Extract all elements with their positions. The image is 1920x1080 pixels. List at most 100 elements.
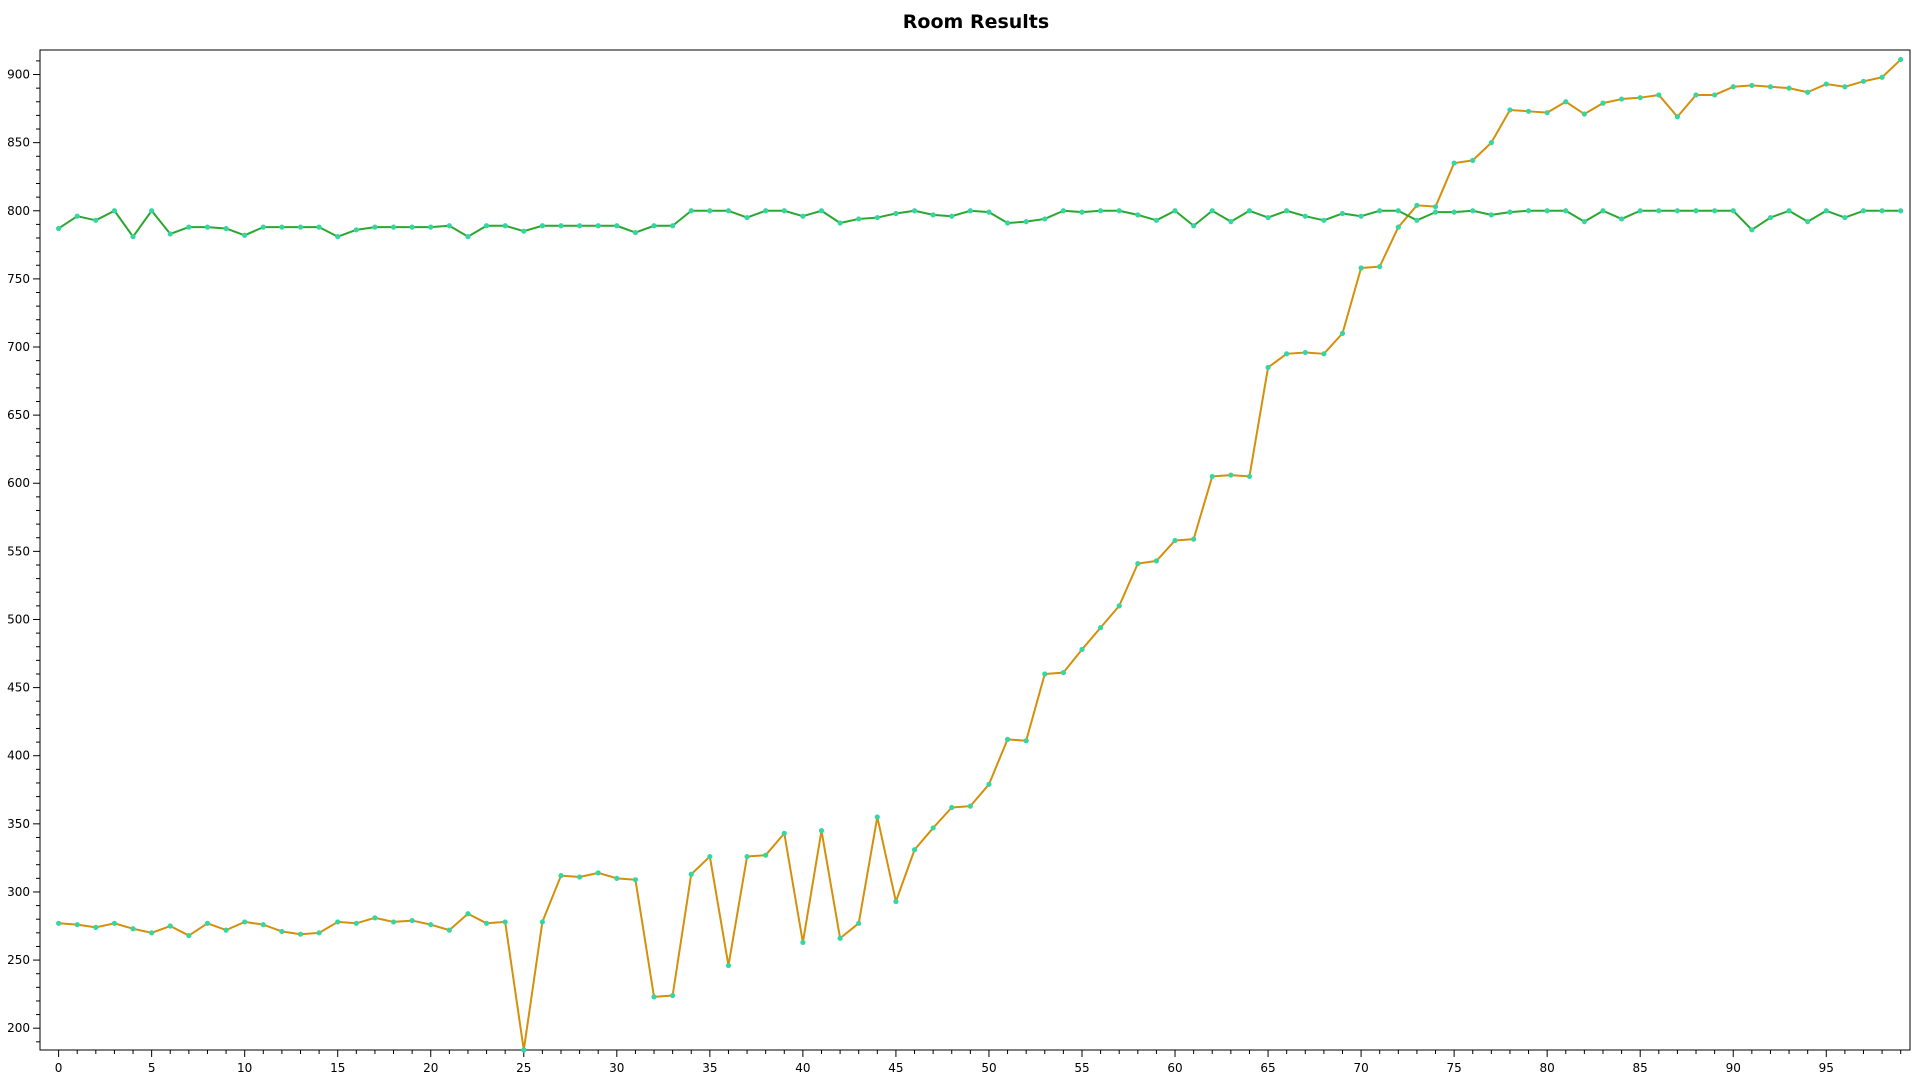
x-tick-label: 45 <box>888 1061 903 1075</box>
data-point <box>1451 209 1457 215</box>
y-tick-label: 550 <box>7 544 30 558</box>
y-tick-label: 500 <box>7 612 30 626</box>
data-point <box>446 223 452 229</box>
data-point <box>651 223 657 229</box>
data-point <box>911 208 918 214</box>
data-point <box>74 922 80 928</box>
x-tick-label: 10 <box>237 1061 252 1075</box>
x-tick-label: 40 <box>795 1061 810 1075</box>
data-point <box>614 875 620 881</box>
data-point <box>1842 214 1848 221</box>
data-point <box>316 930 322 936</box>
data-point <box>1246 208 1253 214</box>
data-point <box>93 924 99 930</box>
data-point <box>614 223 620 229</box>
x-tick-label: 70 <box>1353 1061 1368 1075</box>
data-point <box>1042 216 1048 222</box>
data-point <box>856 920 862 926</box>
x-tick-label: 95 <box>1819 1061 1834 1075</box>
series-layer <box>56 56 1904 1053</box>
data-point <box>1060 670 1066 676</box>
series-line <box>58 58 1902 1051</box>
data-point <box>167 923 173 929</box>
data-point <box>1042 671 1048 677</box>
data-point <box>521 1047 527 1053</box>
y-tick-label: 300 <box>7 885 30 899</box>
data-point <box>1507 107 1513 113</box>
data-point <box>1712 92 1718 98</box>
series-line <box>58 209 1901 238</box>
data-point <box>1265 214 1271 221</box>
data-point <box>707 208 713 214</box>
data-point <box>1414 217 1420 223</box>
data-point <box>1377 264 1383 270</box>
data-point <box>1767 84 1774 90</box>
data-point <box>1805 89 1811 95</box>
data-point <box>1749 82 1755 89</box>
data-point <box>1767 214 1774 221</box>
data-point <box>1097 625 1104 631</box>
data-point <box>1712 208 1718 214</box>
data-point <box>930 825 936 831</box>
x-tick-label: 65 <box>1260 1061 1275 1075</box>
data-point <box>1823 81 1829 87</box>
y-tick-label: 450 <box>7 681 30 695</box>
data-point <box>1228 472 1234 478</box>
data-point <box>521 228 527 234</box>
data-point <box>1172 537 1178 544</box>
data-point <box>1209 473 1215 480</box>
data-point <box>1581 111 1587 117</box>
data-point <box>1358 213 1364 219</box>
y-tick-label: 400 <box>7 749 30 763</box>
data-point <box>986 781 992 787</box>
x-tick-label: 15 <box>330 1061 345 1075</box>
data-point <box>744 214 750 221</box>
data-point <box>1246 473 1253 480</box>
data-point <box>837 220 843 226</box>
data-point <box>1339 210 1346 217</box>
data-point <box>1563 208 1569 214</box>
data-point <box>1674 208 1681 214</box>
data-point <box>1079 646 1085 653</box>
data-point <box>1023 219 1029 225</box>
data-point <box>837 935 843 941</box>
data-point <box>428 224 434 230</box>
data-point <box>335 919 341 925</box>
data-point <box>409 224 415 230</box>
data-point <box>651 994 657 1000</box>
data-point <box>1805 219 1811 225</box>
data-point <box>1116 208 1122 214</box>
data-point <box>204 224 211 230</box>
data-point <box>800 213 806 219</box>
data-point <box>204 920 211 926</box>
data-point <box>446 927 452 933</box>
data-point <box>1693 208 1699 214</box>
data-point <box>1637 95 1643 101</box>
data-point <box>763 852 769 858</box>
data-point <box>1432 204 1439 210</box>
data-point <box>56 920 62 926</box>
data-point <box>1823 208 1829 214</box>
data-point <box>1339 330 1346 336</box>
data-point <box>1023 738 1029 744</box>
data-point <box>688 871 694 877</box>
data-point <box>465 911 471 917</box>
x-tick-label: 90 <box>1726 1061 1741 1075</box>
data-point <box>297 224 304 230</box>
data-point <box>502 919 508 925</box>
data-point <box>874 814 880 820</box>
data-point <box>1004 736 1011 742</box>
data-point <box>967 803 973 809</box>
chart-title: Room Results <box>903 11 1049 33</box>
data-point <box>335 234 341 240</box>
data-point <box>967 208 973 214</box>
data-point <box>781 830 787 836</box>
x-tick-label: 55 <box>1074 1061 1089 1075</box>
data-point <box>539 223 545 229</box>
data-point <box>1209 208 1215 214</box>
data-point <box>1191 536 1197 542</box>
data-point <box>986 209 992 215</box>
data-point <box>1507 209 1513 215</box>
x-tick-label: 80 <box>1540 1061 1555 1075</box>
data-point <box>1395 224 1401 230</box>
